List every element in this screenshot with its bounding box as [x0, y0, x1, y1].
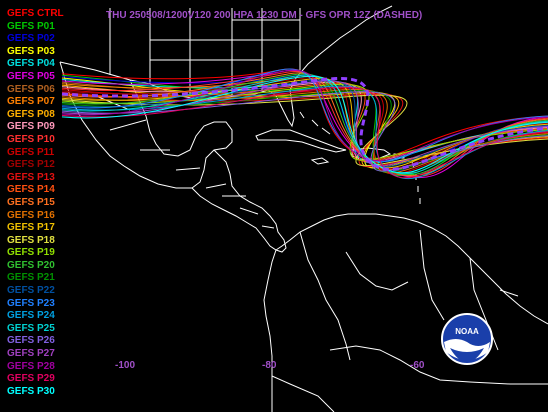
legend-item: GEFS P21	[7, 272, 55, 284]
legend-item: GEFS P10	[7, 133, 55, 145]
longitude-label-minus100: -100	[115, 360, 136, 371]
jamaica-coastline	[310, 157, 330, 165]
legend-item: GEFS P13	[7, 171, 55, 183]
legend-item: GEFS P18	[7, 234, 55, 246]
legend-item: GEFS P12	[7, 159, 55, 171]
ensemble-contour-line	[61, 69, 548, 162]
legend-item: GEFS P24	[7, 310, 55, 322]
gfs-operational-line	[61, 77, 548, 171]
legend-item: GEFS P01	[7, 20, 55, 32]
longitude-label-minus60: -60	[410, 360, 425, 371]
legend-item: GEFS P22	[7, 285, 55, 297]
legend-item: GEFS P11	[7, 146, 55, 158]
cuba-coastline	[255, 129, 347, 153]
gfs-operational-contour	[61, 77, 548, 171]
legend-item: GEFS P20	[7, 259, 55, 271]
legend-item: GEFS P17	[7, 222, 55, 234]
legend-item: GEFS P28	[7, 360, 55, 372]
ensemble-contour-line	[61, 68, 548, 163]
noaa-logo-text: NOAA	[455, 327, 479, 336]
mexico-coastline	[59, 61, 233, 189]
ensemble-contour-line	[61, 74, 548, 175]
legend-item: GEFS P30	[7, 385, 55, 397]
legend-item: GEFS P14	[7, 184, 55, 196]
chart-title: THU 250508/1200V120 200 HPA 1230 DM - GF…	[106, 10, 423, 21]
us-state-borders	[109, 8, 301, 96]
legend-item: GEFS P29	[7, 373, 55, 385]
legend-item: GEFS P07	[7, 96, 55, 108]
ensemble-legend: GEFS CTRL GEFS P01 GEFS P02 GEFS P03 GEFS P0…	[7, 8, 64, 398]
south-america-borders	[271, 229, 548, 412]
legend-item: GEFS P05	[7, 70, 55, 82]
legend-item: GEFS P09	[7, 121, 55, 133]
ensemble-contour-line	[61, 73, 548, 176]
colombia-pacific-coast	[263, 249, 277, 412]
legend-item: GEFS P04	[7, 58, 55, 70]
legend-item: GEFS P16	[7, 209, 55, 221]
legend-item: GEFS P06	[7, 83, 55, 95]
south-america-coastline	[275, 213, 548, 325]
ensemble-contour-line	[61, 75, 548, 174]
legend-item: GEFS P23	[7, 297, 55, 309]
legend-item: GEFS P02	[7, 33, 55, 45]
legend-item: GEFS P15	[7, 196, 55, 208]
legend-item: GEFS P19	[7, 247, 55, 259]
ensemble-contours	[61, 68, 548, 180]
legend-item: GEFS P27	[7, 348, 55, 360]
noaa-logo: NOAA	[441, 313, 493, 365]
ensemble-contour-line	[61, 86, 548, 179]
central-america-coastline	[191, 149, 287, 253]
legend-item: GEFS P08	[7, 108, 55, 120]
legend-item: GEFS CTRL	[7, 8, 64, 19]
bahamas	[299, 111, 331, 135]
legend-item: GEFS P26	[7, 335, 55, 347]
ensemble-contour-line	[61, 72, 548, 177]
legend-item: GEFS P03	[7, 45, 55, 57]
central-america-borders	[205, 183, 275, 229]
legend-item: GEFS P25	[7, 322, 55, 334]
longitude-label-minus80: -80	[262, 360, 277, 371]
